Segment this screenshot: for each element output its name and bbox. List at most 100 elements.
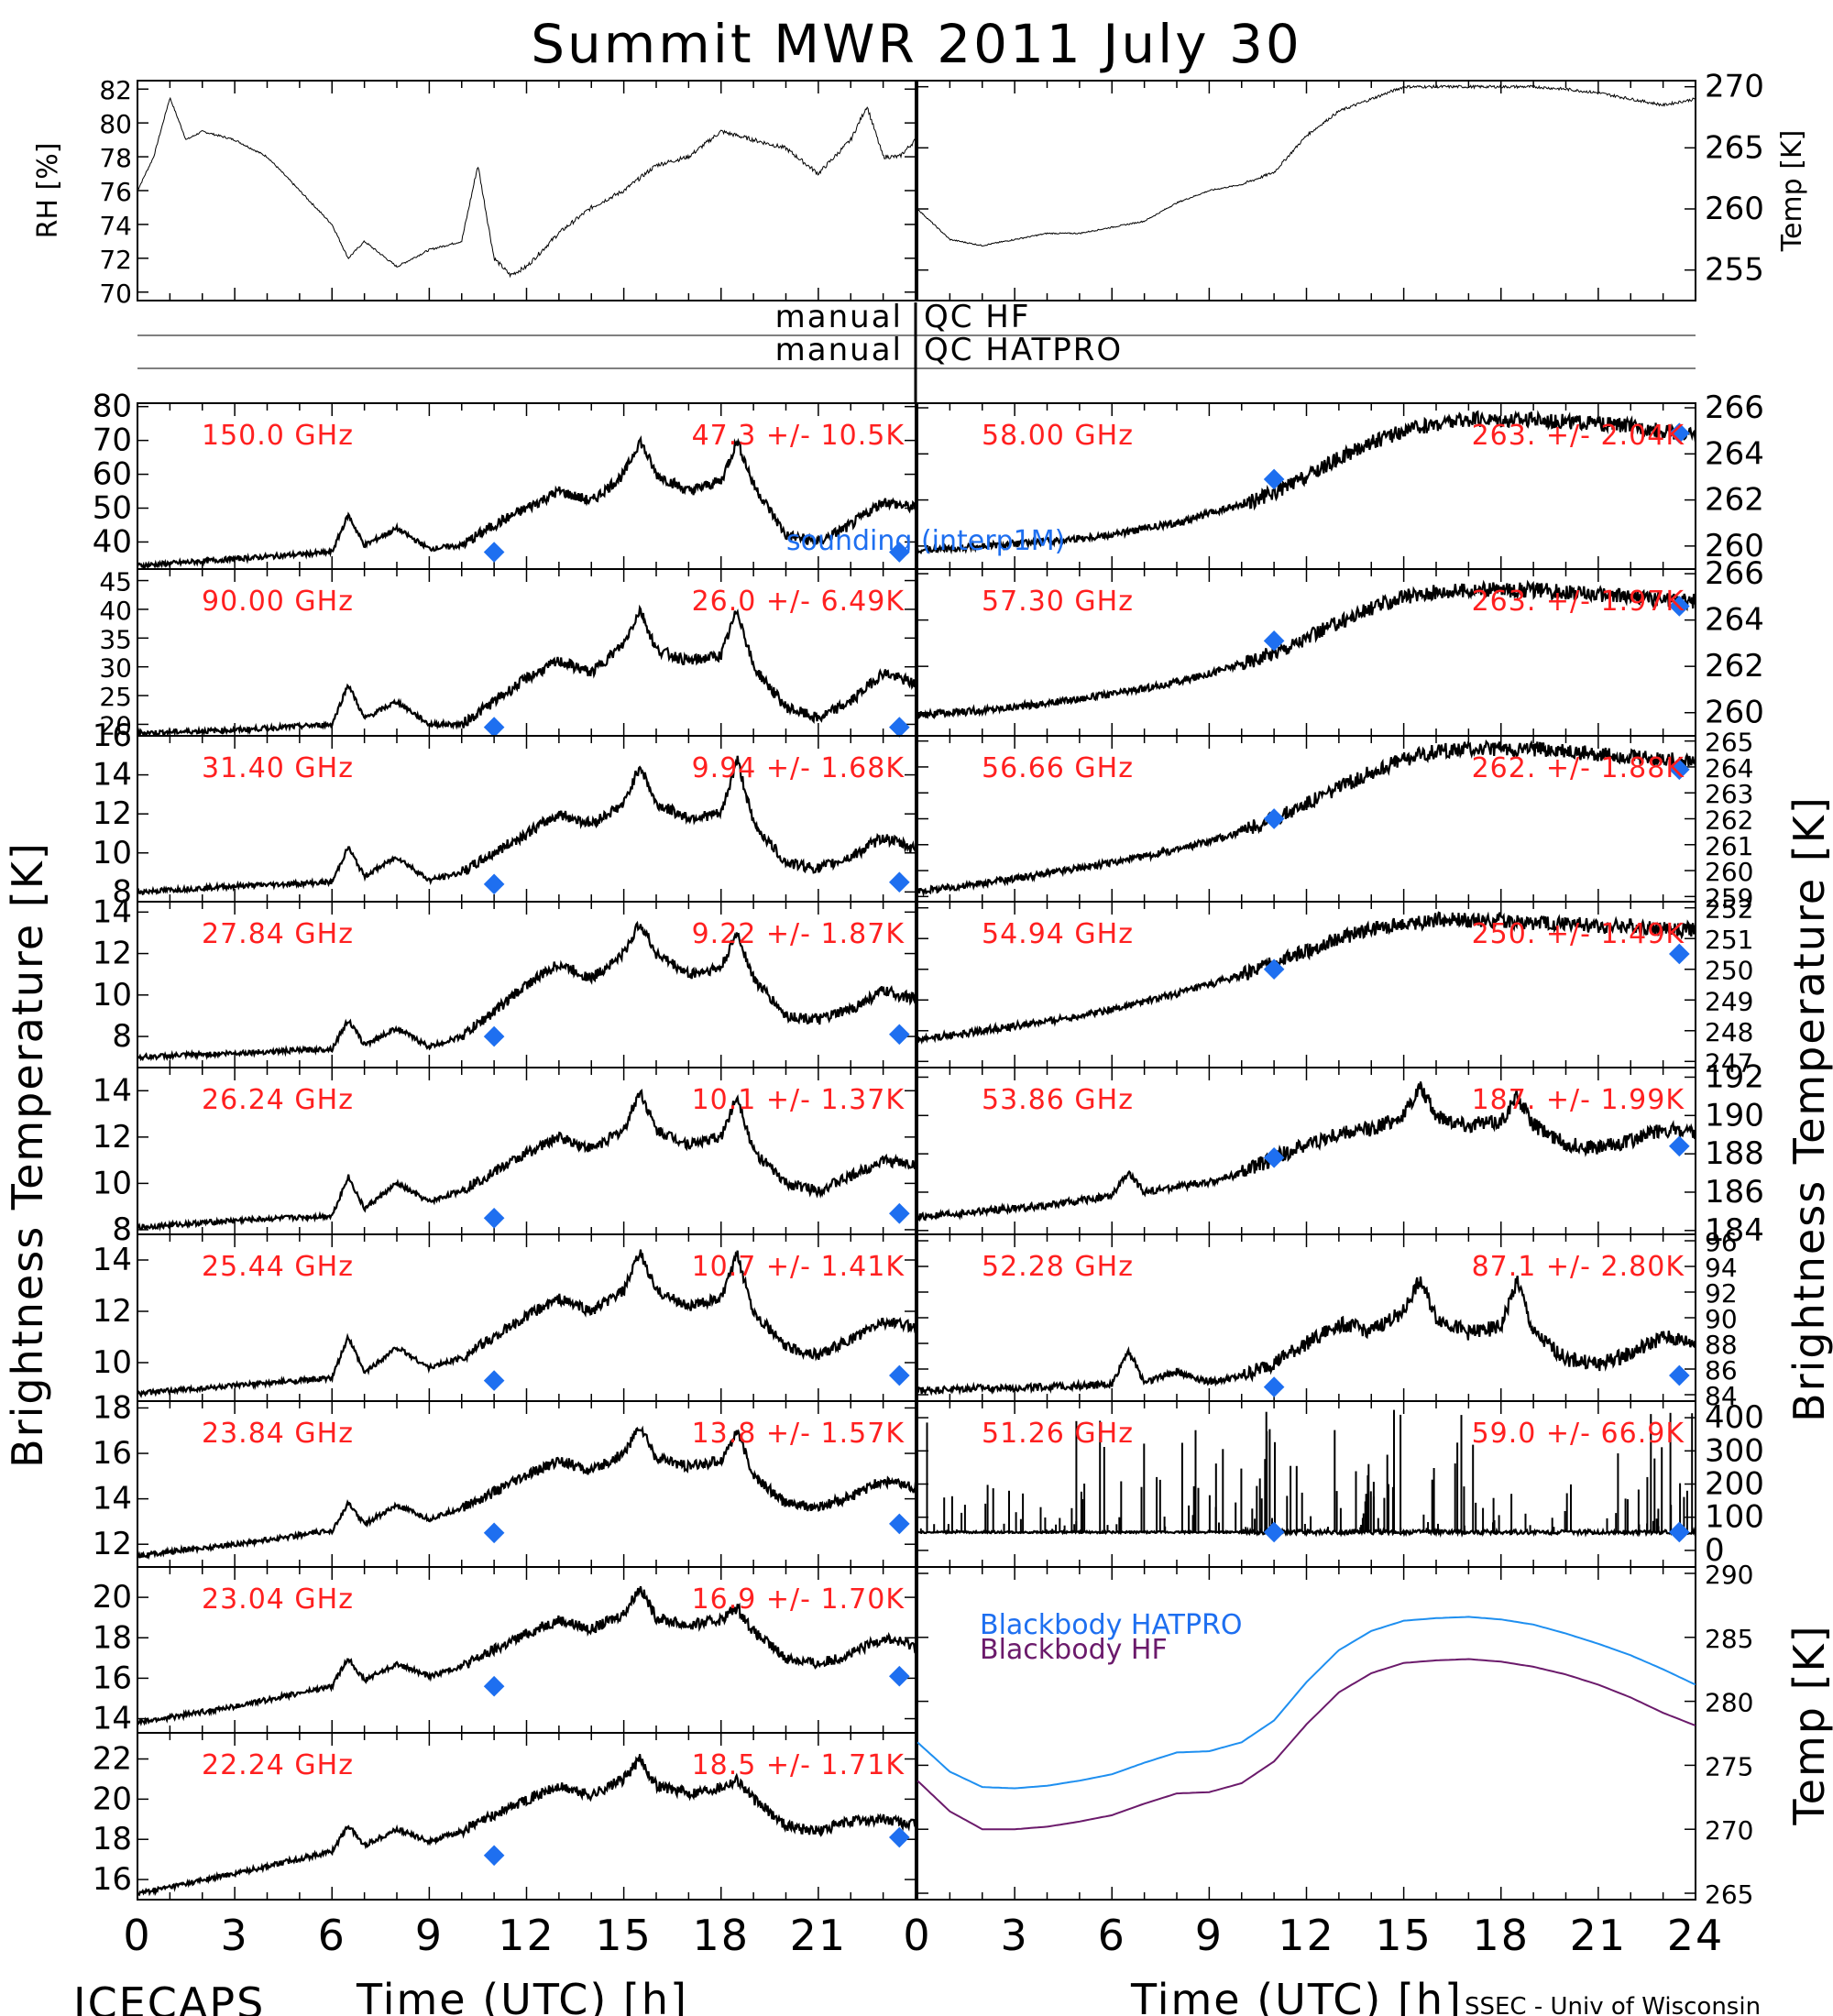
y-tick-label: 264 xyxy=(1705,753,1753,783)
spike-point xyxy=(1118,1517,1121,1532)
channel-stat: 16.9 +/- 1.70K xyxy=(692,1583,906,1616)
spike-point xyxy=(1425,1528,1428,1532)
y-tick-label: 82 xyxy=(99,75,132,105)
spike-point xyxy=(1472,1444,1475,1532)
panel-rh: 82 80 78 76 74 72 70 RH [%] xyxy=(32,75,916,309)
y-tick-label: 8 xyxy=(112,873,132,910)
spike-point xyxy=(1286,1496,1289,1532)
spike-point xyxy=(1047,1530,1049,1533)
panel-26-24-ghz: 14 12 10 8 26.24 GHz 10.1 +/- 1.37K xyxy=(93,1067,916,1248)
spike-point xyxy=(1265,1411,1268,1532)
spike-point xyxy=(1102,1531,1103,1534)
sounding-point xyxy=(483,1207,505,1229)
spike-point xyxy=(1099,1420,1102,1532)
spike-point xyxy=(1565,1493,1568,1532)
x-tick-label: 12 xyxy=(498,1911,555,1960)
spike-point xyxy=(1264,1459,1267,1532)
spike-point xyxy=(1345,1529,1348,1532)
spike-point xyxy=(1055,1531,1058,1534)
spike-point xyxy=(1045,1528,1048,1532)
y-tick-label: 40 xyxy=(93,523,132,560)
spike-point xyxy=(1120,1481,1123,1532)
x-tick-label: 24 xyxy=(1667,1911,1725,1960)
y-tick-label: 16 xyxy=(93,1435,132,1472)
y-tick-label: 20 xyxy=(99,710,132,740)
spike-point xyxy=(1187,1531,1190,1534)
y-tick-label: 186 xyxy=(1705,1174,1764,1211)
panel-frame xyxy=(916,80,1696,301)
y-tick-label: 250 xyxy=(1705,956,1753,986)
channel-label: 57.30 GHz xyxy=(982,586,1134,618)
y-tick-label: 76 xyxy=(99,177,132,207)
y-tick-label: 184 xyxy=(1705,1212,1764,1249)
sounding-point xyxy=(1668,1521,1690,1543)
spike-point xyxy=(1529,1525,1531,1532)
y-tick-label: 12 xyxy=(93,1293,132,1330)
sounding-point xyxy=(1263,808,1285,829)
spike-point xyxy=(1570,1484,1572,1532)
spike-point xyxy=(1295,1465,1298,1532)
spike-point xyxy=(1393,1409,1395,1532)
y-tick-label: 12 xyxy=(93,795,132,832)
spike-point xyxy=(1022,1493,1025,1532)
y-tick-label: 84 xyxy=(1705,1381,1738,1411)
spike-point xyxy=(1510,1494,1513,1532)
y-tick-label: 266 xyxy=(1705,555,1764,592)
spike-point xyxy=(1428,1531,1431,1534)
spike-point xyxy=(1355,1471,1357,1532)
sounding-point xyxy=(1668,596,1690,617)
spike-point xyxy=(1083,1484,1086,1532)
spike-point xyxy=(1564,1511,1566,1532)
spike-point xyxy=(1427,1522,1430,1532)
x-tick-label: 3 xyxy=(1000,1911,1028,1960)
channel-label: 51.26 GHz xyxy=(982,1418,1134,1450)
x-tick-label: 12 xyxy=(1278,1911,1335,1960)
channel-stat: 262. +/- 1.88K xyxy=(1472,752,1685,784)
channel-stat: 13.8 +/- 1.57K xyxy=(692,1418,906,1450)
y-tick-label: 14 xyxy=(93,1701,132,1737)
spike-point xyxy=(1638,1524,1641,1532)
spike-point xyxy=(1653,1458,1656,1532)
spike-point xyxy=(1188,1505,1191,1532)
spike-point xyxy=(920,1532,923,1534)
sounding-point xyxy=(1668,1364,1690,1386)
spike-point xyxy=(1286,1531,1289,1534)
sounding-point xyxy=(888,1826,910,1848)
channel-label: 25.44 GHz xyxy=(202,1251,354,1283)
y-tick-label: 12 xyxy=(93,1526,132,1562)
y-tick-label: 80 xyxy=(93,389,132,425)
spike-point xyxy=(1679,1483,1682,1532)
sounding-point xyxy=(1668,1135,1690,1157)
y-axis-left-label: Brightness Temperature [K] xyxy=(3,841,52,1468)
spike-point xyxy=(943,1497,946,1532)
spike-point xyxy=(1437,1523,1439,1532)
spike-point xyxy=(1413,1530,1416,1533)
channel-stat: 9.94 +/- 1.68K xyxy=(692,752,906,784)
y-tick-label: 260 xyxy=(1705,528,1764,564)
channel-stat: 59.0 +/- 66.9K xyxy=(1472,1418,1685,1450)
spike-point xyxy=(1606,1517,1608,1532)
y-tick-label: 74 xyxy=(99,211,132,241)
spike-point xyxy=(1456,1442,1459,1532)
spike-point xyxy=(1115,1524,1118,1532)
spike-point xyxy=(1401,1532,1404,1534)
y-tick-label: 275 xyxy=(1705,1751,1753,1781)
spike-point xyxy=(984,1503,987,1532)
spike-point xyxy=(1524,1513,1527,1532)
spike-point xyxy=(1132,1532,1135,1534)
y-tick-label: 265 xyxy=(1705,728,1753,758)
spike-point xyxy=(947,1524,949,1532)
spike-point xyxy=(1274,1441,1276,1532)
spike-point xyxy=(1367,1463,1370,1532)
trace-line xyxy=(917,739,1696,898)
channel-stat: 26.0 +/- 6.49K xyxy=(692,586,906,618)
spike-point xyxy=(955,1528,958,1532)
channel-label: 22.24 GHz xyxy=(202,1749,354,1781)
spike-point xyxy=(1073,1524,1076,1532)
y-tick-label: 192 xyxy=(1705,1058,1764,1095)
y-tick-label: 12 xyxy=(93,1119,132,1156)
spike-point xyxy=(1637,1489,1640,1532)
y-tick-label: 248 xyxy=(1705,1017,1753,1047)
